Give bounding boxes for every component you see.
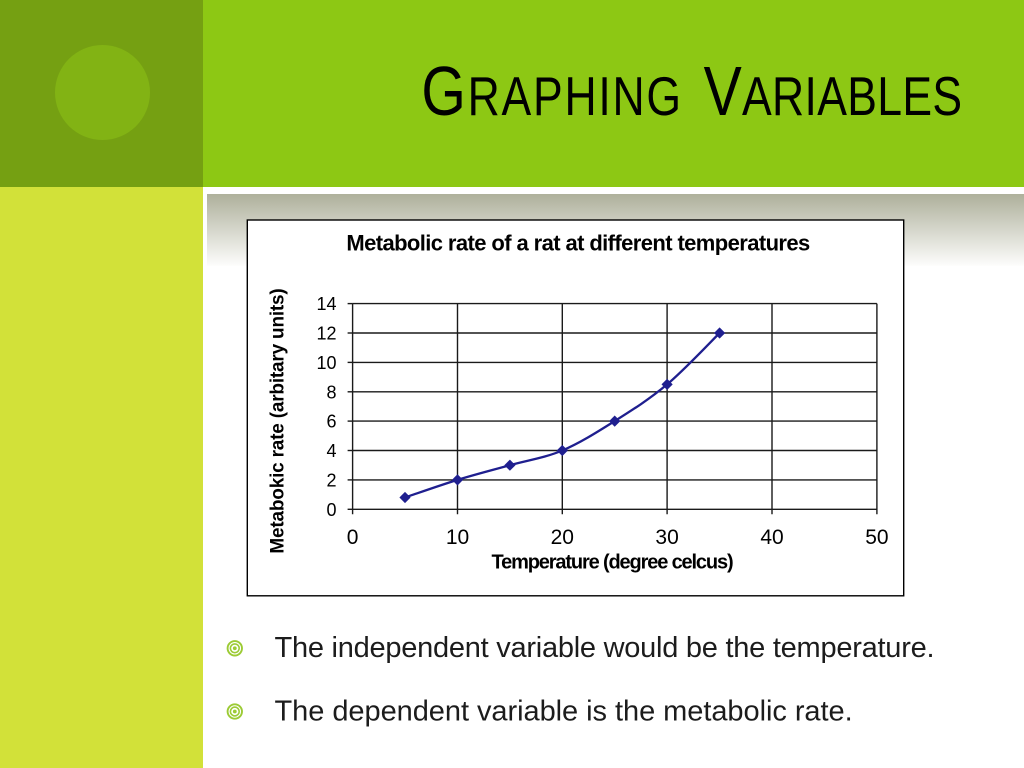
svg-text:The dependent variable is the: The dependent variable is the metabolic … [275,696,853,728]
svg-text:14: 14 [316,294,336,314]
svg-text:10: 10 [316,353,336,373]
svg-text:50: 50 [865,526,888,549]
svg-text:Metabokic rate (arbitary units: Metabokic rate (arbitary units) [268,288,289,553]
svg-text:0: 0 [326,500,336,520]
svg-text:Metabolic rate of a rat at dif: Metabolic rate of a rat at different tem… [346,231,810,256]
svg-text:Temperature (degree celcus): Temperature (degree celcus) [492,552,733,574]
svg-text:12: 12 [316,324,336,344]
svg-text:30: 30 [655,526,678,549]
svg-text:The independent variable would: The independent variable would be the te… [275,632,935,664]
svg-text:20: 20 [551,526,574,549]
svg-text:6: 6 [326,412,336,432]
svg-text:40: 40 [760,526,783,549]
svg-text:8: 8 [326,382,336,402]
svg-text:2: 2 [326,470,336,490]
svg-text:10: 10 [446,526,469,549]
svg-text:0: 0 [347,526,359,549]
svg-text:4: 4 [326,441,336,461]
